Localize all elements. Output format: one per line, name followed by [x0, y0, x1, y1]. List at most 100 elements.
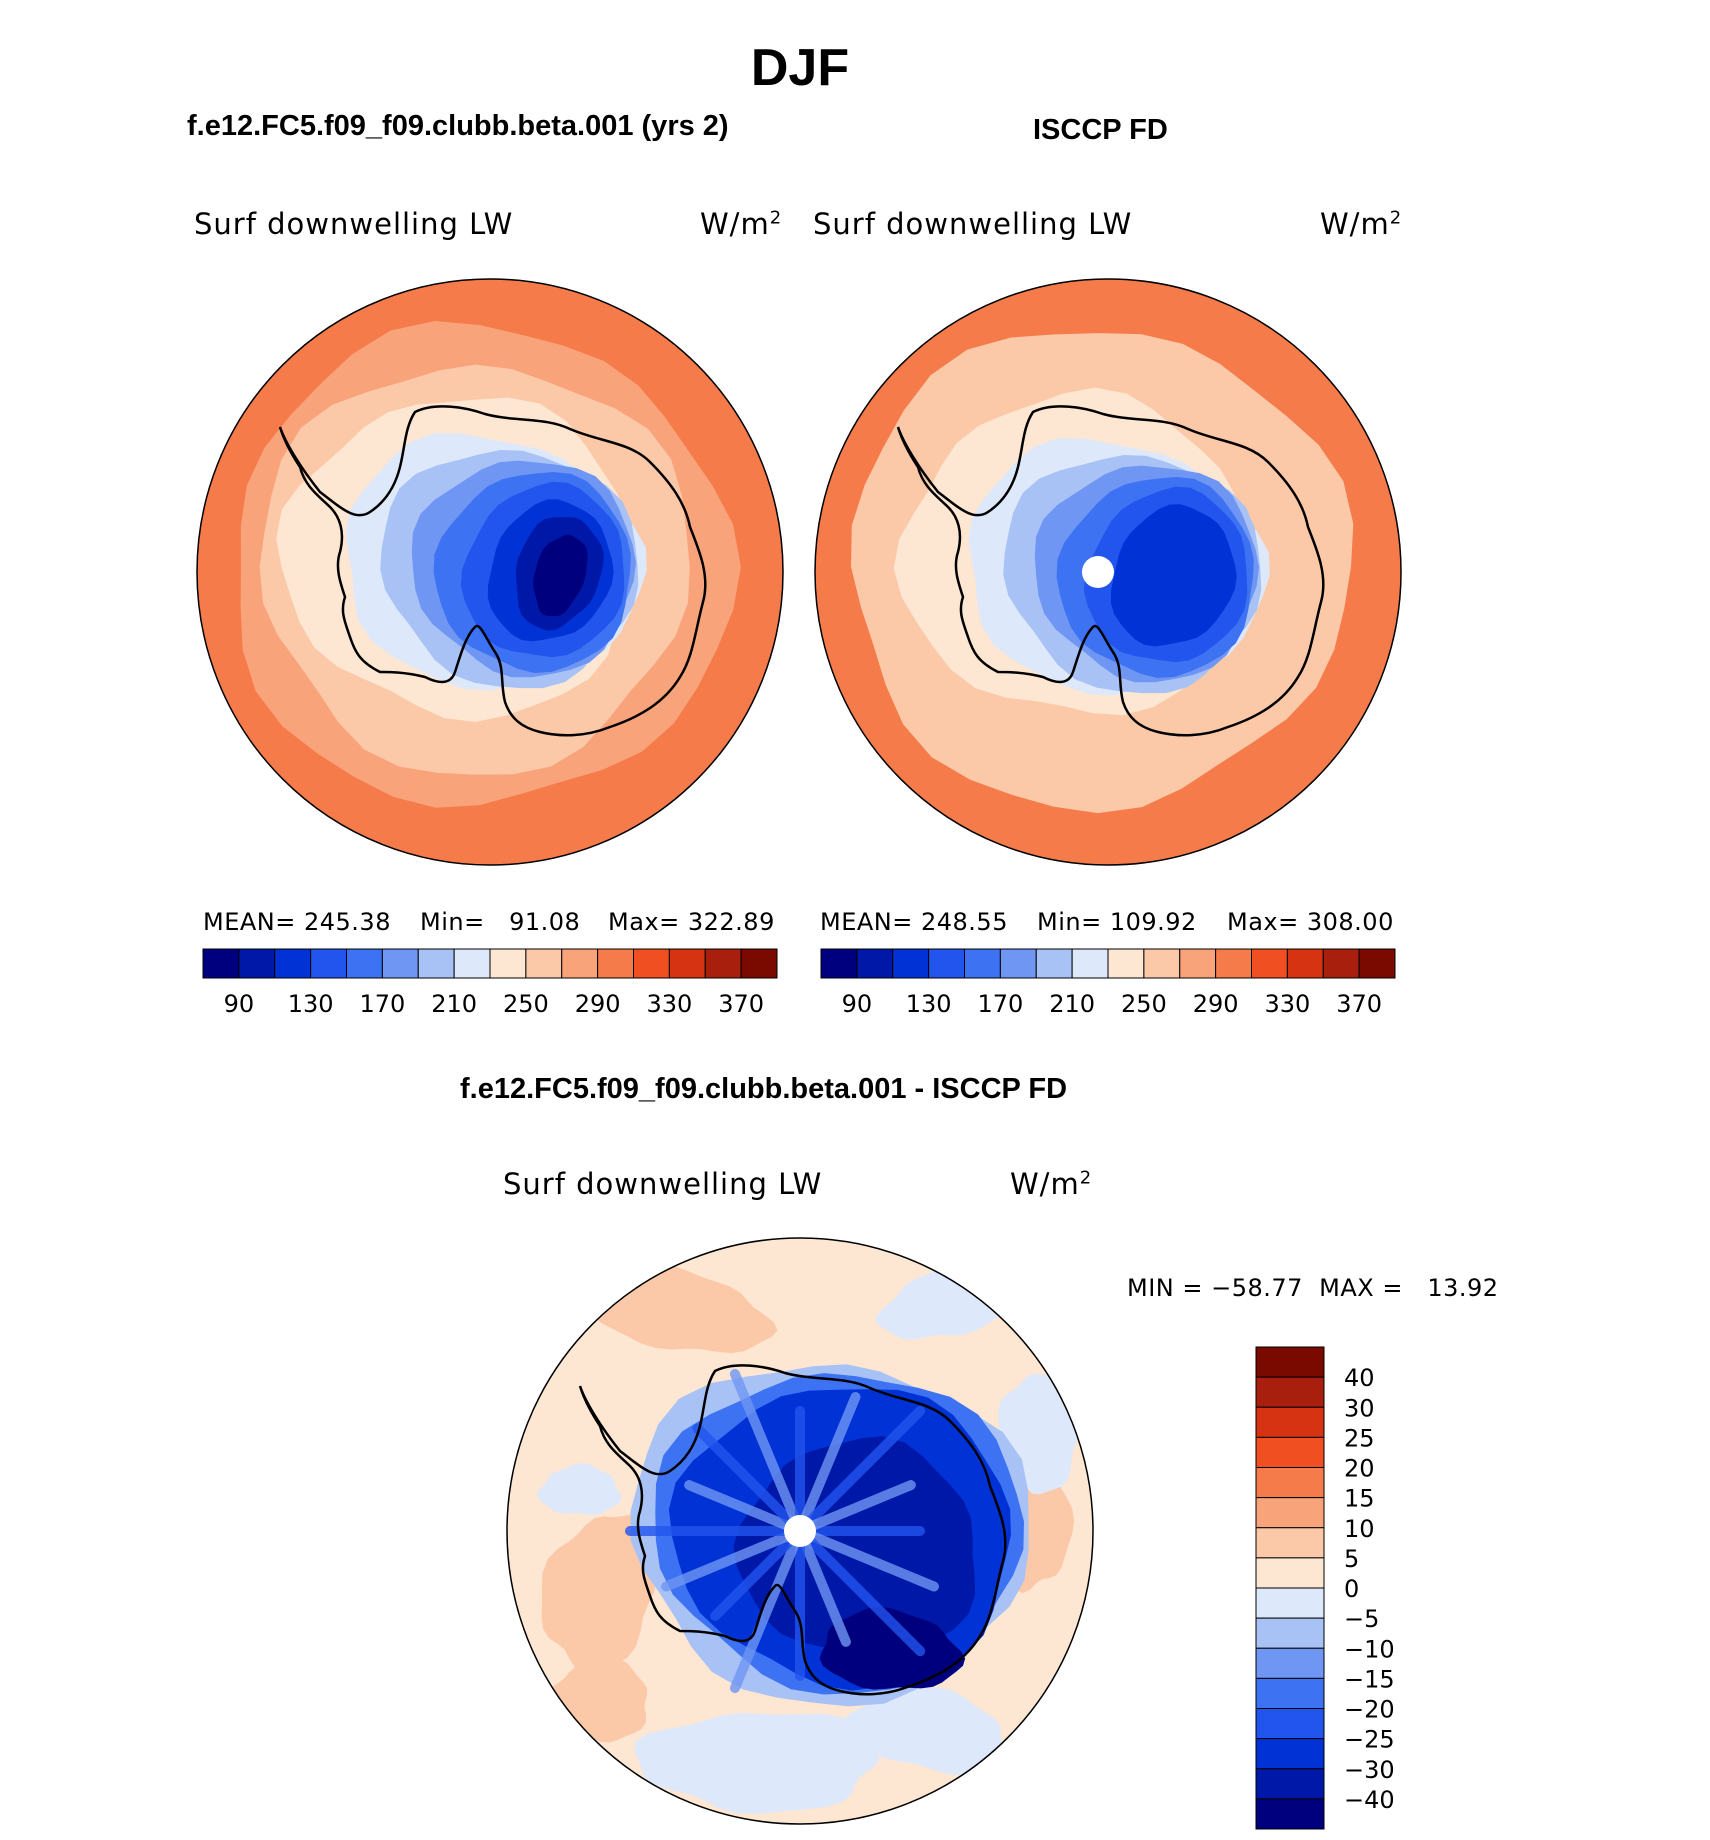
diff-streak [795, 1405, 926, 1536]
panel3-units-text: W/m [1010, 1167, 1080, 1201]
colorbar-tick-label: −30 [1344, 1756, 1395, 1784]
colorbar-swatch [1255, 1346, 1325, 1378]
diff-streak [795, 1526, 926, 1657]
colorbar-swatch [381, 948, 419, 979]
diff-streak [795, 1480, 916, 1536]
map-border [196, 278, 784, 866]
map-panel-3 [507, 1238, 1093, 1824]
diff-neg-40 [819, 1606, 966, 1690]
colorbar-tick-label: 290 [1193, 990, 1239, 1018]
diff-streak [661, 1526, 805, 1592]
panel2-units: W/m2 [1320, 207, 1402, 241]
colorbar-1: 90 130 170 210 250 290 330 370 [202, 948, 778, 1018]
panel1-units-sup: 2 [769, 207, 783, 229]
colorbar-swatch [1255, 1467, 1325, 1499]
diff-streak [729, 1368, 805, 1536]
diff-patch [536, 1463, 622, 1516]
colorbar-swatch [1358, 948, 1396, 979]
colorbar-swatch [1255, 1647, 1325, 1679]
colorbar-swatch [668, 948, 706, 979]
colorbar-swatch [1071, 948, 1109, 979]
map-panel-2 [815, 279, 1401, 865]
colorbar-swatch [1322, 948, 1360, 979]
diff-streak [684, 1480, 805, 1536]
colorbar-swatch [1255, 1708, 1325, 1740]
diff-patch [634, 1713, 880, 1814]
colorbar-swatch [525, 948, 563, 979]
contour-130 [1110, 504, 1237, 647]
panel3-units: W/m2 [1010, 1167, 1092, 1201]
colorbar-tick-label: 210 [431, 990, 477, 1018]
colorbar-swatch [238, 948, 276, 979]
colorbar-swatch [1255, 1557, 1325, 1589]
colorbar-swatch [202, 948, 240, 979]
diff-streak [795, 1526, 851, 1647]
colorbar-tick-label: 290 [575, 990, 621, 1018]
colorbar-tick-label: 370 [1336, 990, 1382, 1018]
colorbar-swatch [1255, 1677, 1325, 1709]
colorbar-tick-label: 30 [1344, 1394, 1375, 1422]
colorbar-2: 90 130 170 210 250 290 330 370 [820, 948, 1396, 1018]
panel2-field-label: Surf downwelling LW [813, 207, 1133, 241]
page-title: DJF [750, 39, 850, 97]
diff-streak [729, 1526, 805, 1694]
colorbar-swatch [597, 948, 634, 979]
panel3-minmax: MIN = −58.77 MAX = 13.92 [1127, 1274, 1499, 1302]
colorbar-swatch [856, 948, 894, 979]
colorbar-tick-label: 40 [1344, 1364, 1375, 1392]
colorbar-tick-label: 130 [906, 990, 952, 1018]
colorbar-swatch [1255, 1436, 1325, 1468]
panel2-units-sup: 2 [1389, 207, 1403, 229]
map-border [814, 278, 1402, 866]
panel1-field-label: Surf downwelling LW [194, 207, 514, 241]
colorbar-swatch [740, 948, 778, 979]
colorbar-swatch [453, 948, 491, 979]
colorbar-tick-label: 330 [1264, 990, 1310, 1018]
colorbar-swatch [633, 948, 670, 979]
colorbar-swatch [417, 948, 455, 979]
colorbar-tick-label: 210 [1049, 990, 1095, 1018]
colorbar-tick-label: 25 [1344, 1424, 1375, 1452]
colorbar-tick-label: 90 [842, 990, 873, 1018]
colorbar-swatch [1255, 1738, 1325, 1770]
colorbar-swatch [1035, 948, 1073, 979]
panel1-mean: MEAN= 245.38 [203, 908, 391, 936]
panel1-title: f.e12.FC5.f09_f09.clubb.beta.001 (yrs 2) [187, 110, 729, 142]
colorbar-swatch [928, 948, 965, 979]
colorbar-tick-label: −40 [1344, 1786, 1395, 1814]
colorbar-swatch [561, 948, 599, 979]
diff-streak [795, 1392, 861, 1536]
panel3-units-sup: 2 [1079, 1167, 1093, 1189]
colorbar-swatch [489, 948, 527, 979]
colorbar-swatch [1255, 1497, 1325, 1529]
colorbar-swatch [1255, 1587, 1325, 1619]
colorbar-tick-label: −25 [1344, 1726, 1395, 1754]
colorbar-swatch [1255, 1617, 1325, 1649]
colorbar-tick-label: 5 [1344, 1545, 1359, 1573]
panel2-mean: MEAN= 248.55 [820, 908, 1008, 936]
panel2-min: Min= 109.92 [1037, 908, 1197, 936]
colorbar-swatch [1286, 948, 1324, 979]
colorbar-tick-label: 15 [1344, 1485, 1375, 1513]
colorbar-swatch [964, 948, 1001, 979]
colorbar-tick-label: 250 [1121, 990, 1167, 1018]
panel2-units-text: W/m [1320, 207, 1390, 241]
colorbar-swatch [1251, 948, 1288, 979]
colorbar-tick-label: 90 [224, 990, 255, 1018]
colorbar-swatch [1255, 1768, 1325, 1800]
colorbar-tick-label: 370 [718, 990, 764, 1018]
colorbar-swatch [1179, 948, 1217, 979]
colorbar-swatch [346, 948, 383, 979]
colorbar-swatch [1255, 1376, 1325, 1408]
panel3-field-label: Surf downwelling LW [503, 1167, 823, 1201]
colorbar-swatch [1107, 948, 1145, 979]
colorbar-tick-label: 10 [1344, 1515, 1375, 1543]
diff-patch [843, 1687, 1010, 1775]
colorbar-swatch [999, 948, 1037, 979]
colorbar-tick-label: 170 [359, 990, 405, 1018]
colorbar-tick-label: −10 [1344, 1635, 1395, 1663]
pole-hole [784, 1515, 816, 1547]
diff-streak [692, 1423, 805, 1536]
